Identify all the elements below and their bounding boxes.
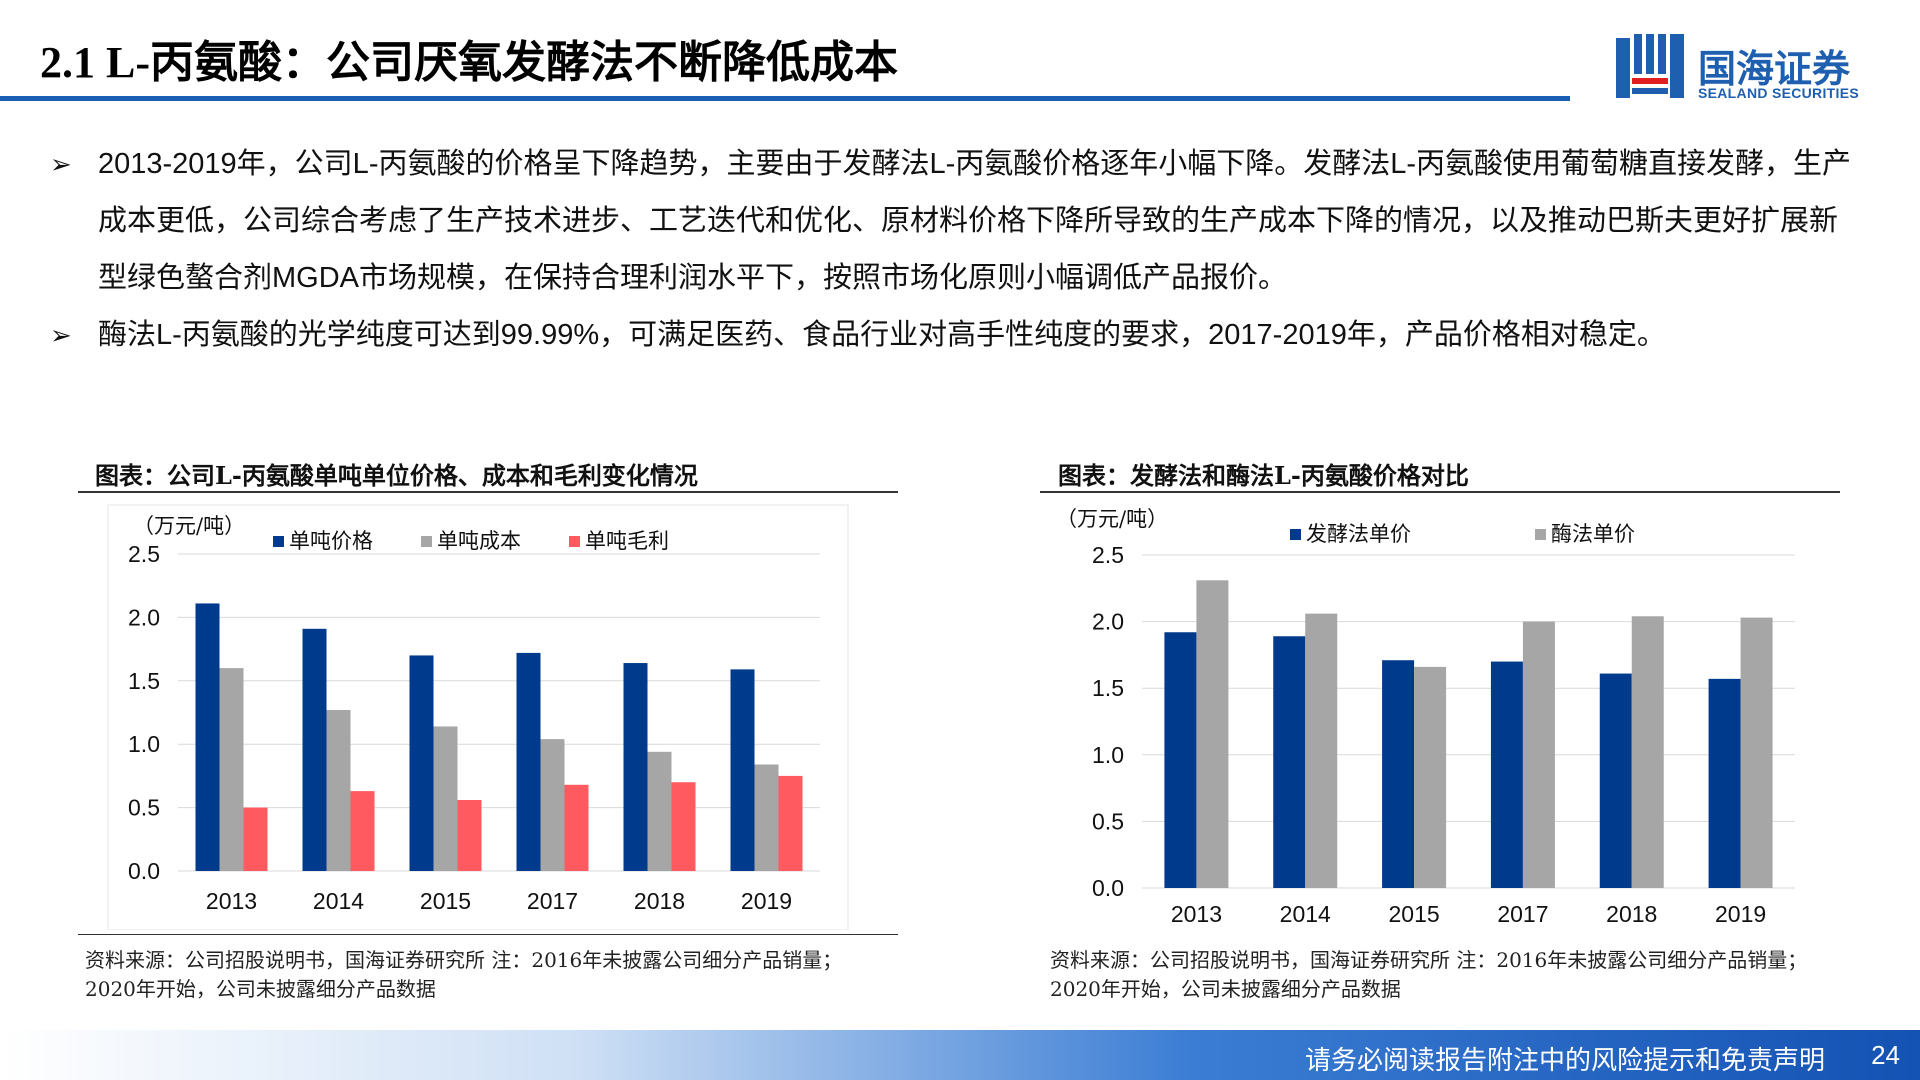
chart2-bar-酶法单价-2015 [1414, 666, 1447, 888]
chart1-legend-swatch [273, 536, 284, 547]
chart2-x-tick-label: 2018 [1606, 901, 1657, 927]
chart1-bar-单吨毛利-2015 [457, 799, 482, 871]
chart1-x-tick-label: 2013 [206, 888, 257, 914]
chart-1-bottom-rule [78, 934, 898, 935]
chart1-bar-单吨成本-2017 [540, 739, 565, 871]
chart2-bar-发酵法单价-2013 [1164, 632, 1197, 888]
chart-2-title-rule [1040, 491, 1840, 493]
chart2-bar-酶法单价-2014 [1305, 613, 1338, 888]
chart2-legend-swatch [1290, 529, 1301, 540]
chart1-y-tick-label: 2.0 [128, 604, 160, 630]
chart1-bar-单吨毛利-2019 [778, 775, 803, 871]
chart1-x-tick-label: 2018 [634, 888, 685, 914]
chart1-bar-单吨价格-2013 [195, 603, 220, 871]
chart2-x-tick-label: 2013 [1171, 901, 1222, 927]
chart1-y-tick-label: 1.5 [128, 668, 160, 694]
chart-2-plot: 0.0 0.5 1.0 1.5 2.0 2.5 （万元/吨） 发酵法单价 酶法单价 2013 201… [1056, 507, 1795, 927]
chart2-legend-swatch [1535, 529, 1546, 540]
chart1-bar-单吨毛利-2017 [564, 784, 589, 871]
chart2-x-tick-label: 2019 [1715, 901, 1766, 927]
footer-bar: 请务必阅读报告附注中的风险提示和免责声明 24 [0, 1030, 1920, 1080]
chart1-x-tick-label: 2014 [313, 888, 364, 914]
chart1-legend-label: 单吨成本 [437, 529, 521, 553]
chart2-unit-label: （万元/吨） [1056, 507, 1168, 531]
chart2-bar-发酵法单价-2014 [1273, 636, 1306, 888]
chart1-bar-单吨成本-2014 [326, 709, 351, 871]
chart2-bar-发酵法单价-2019 [1708, 678, 1741, 888]
chart1-y-tick-label: 1.0 [128, 731, 160, 757]
chart-1-plot: 0.0 0.5 1.0 1.5 2.0 2.5 （万元/吨） 单吨价格 单吨成本 单吨毛利 2013… [107, 504, 849, 930]
chart2-y-tick-label: 0.0 [1092, 875, 1124, 901]
footer-disclaimer: 请务必阅读报告附注中的风险提示和免责声明 [1304, 1045, 1825, 1075]
page-number: 24 [1871, 1040, 1900, 1070]
chart1-legend-label: 单吨价格 [289, 529, 373, 553]
page-title: 2.1 L-丙氨酸：公司厌氧发酵法不断降低成本 [40, 38, 898, 87]
chart1-unit-label: （万元/吨） [133, 514, 245, 538]
bullet-list: ➢ 2013-2019年，公司L-丙氨酸的价格呈下降趋势，主要由于发酵法L-丙氨… [50, 136, 1860, 364]
chart2-x-tick-label: 2017 [1497, 901, 1548, 927]
logo-english-name: SEALAND SECURITIES [1698, 85, 1859, 101]
chart1-x-tick-label: 2019 [741, 888, 792, 914]
chart2-y-tick-label: 1.0 [1092, 742, 1124, 768]
chart1-bar-单吨毛利-2018 [671, 782, 696, 871]
arrow-bullet-icon: ➢ [50, 149, 72, 179]
chart-2-source: 资料来源：公司招股说明书，国海证券研究所 注：2016年未披露公司细分产品销量；… [1050, 948, 1808, 1001]
chart2-x-tick-label: 2015 [1388, 901, 1439, 927]
chart2-y-tick-label: 1.5 [1092, 675, 1124, 701]
chart2-x-tick-label: 2014 [1280, 901, 1331, 927]
chart1-bar-单吨价格-2014 [302, 628, 327, 871]
chart1-legend-swatch [421, 536, 432, 547]
chart2-y-tick-label: 0.5 [1092, 808, 1124, 834]
chart1-legend-swatch [569, 536, 580, 547]
chart1-y-tick-label: 0.0 [128, 858, 160, 884]
chart1-x-tick-label: 2015 [420, 888, 471, 914]
chart1-y-tick-label: 0.5 [128, 795, 160, 821]
chart1-x-tick-label: 2017 [527, 888, 578, 914]
chart2-y-tick-label: 2.5 [1092, 542, 1124, 568]
chart2-bar-酶法单价-2013 [1196, 580, 1229, 888]
chart2-bar-发酵法单价-2018 [1599, 673, 1632, 888]
chart1-bar-单吨价格-2015 [409, 655, 434, 871]
title-underline [0, 96, 1570, 101]
bullet-item-2: ➢ 酶法L-丙氨酸的光学纯度可达到99.99%，可满足医药、食品行业对高手性纯度… [50, 307, 1860, 364]
chart2-bar-酶法单价-2017 [1522, 621, 1555, 888]
chart1-y-tick-label: 2.5 [128, 541, 160, 567]
chart-1-title-rule [78, 491, 898, 493]
chart1-legend-label: 单吨毛利 [585, 529, 669, 553]
bullet-text-2: 酶法L-丙氨酸的光学纯度可达到99.99%，可满足医药、食品行业对高手性纯度的要… [98, 319, 1666, 351]
chart1-bar-单吨毛利-2013 [243, 807, 268, 871]
chart1-bar-单吨价格-2019 [730, 669, 755, 871]
sealand-logo-icon [1616, 34, 1684, 98]
bullet-text-1: 2013-2019年，公司L-丙氨酸的价格呈下降趋势，主要由于发酵法L-丙氨酸价… [98, 148, 1852, 294]
chart2-bar-发酵法单价-2015 [1382, 660, 1415, 888]
chart2-bar-酶法单价-2018 [1631, 616, 1664, 888]
chart1-bar-单吨成本-2018 [647, 751, 672, 871]
chart1-bar-单吨成本-2013 [219, 668, 244, 871]
chart-2-title: 图表：发酵法和酶法L-丙氨酸价格对比 [1058, 461, 1469, 490]
chart1-bar-单吨成本-2015 [433, 726, 458, 871]
chart1-frame [107, 504, 849, 930]
chart2-bar-酶法单价-2019 [1740, 617, 1773, 888]
logo-chinese-name: 国海证券 [1698, 49, 1851, 91]
chart-1-title: 图表：公司L-丙氨酸单吨单位价格、成本和毛利变化情况 [95, 461, 698, 490]
chart2-y-tick-label: 2.0 [1092, 609, 1124, 635]
chart1-bar-单吨毛利-2014 [350, 791, 375, 871]
chart-1-source: 资料来源：公司招股说明书，国海证券研究所 注：2016年未披露公司细分产品销量；… [85, 948, 843, 1001]
chart2-legend-label: 发酵法单价 [1306, 522, 1411, 546]
chart1-bar-单吨价格-2017 [516, 652, 541, 871]
chart1-bar-单吨成本-2019 [754, 764, 779, 871]
arrow-bullet-icon: ➢ [50, 320, 72, 350]
company-logo: 国海证券 SEALAND SECURITIES [1612, 30, 1884, 106]
bullet-item-1: ➢ 2013-2019年，公司L-丙氨酸的价格呈下降趋势，主要由于发酵法L-丙氨… [50, 136, 1860, 307]
chart2-legend-label: 酶法单价 [1551, 522, 1635, 546]
chart1-bar-单吨价格-2018 [623, 663, 648, 871]
chart2-bar-发酵法单价-2017 [1490, 661, 1523, 888]
